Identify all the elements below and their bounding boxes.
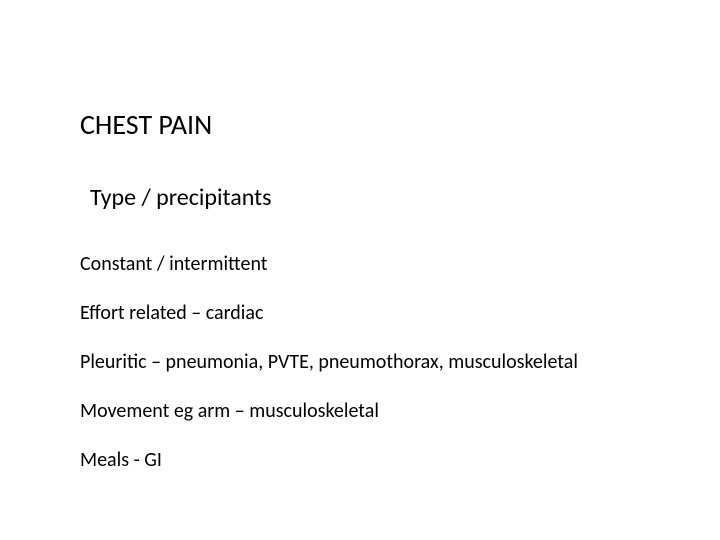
body-line: Meals - GI — [80, 448, 578, 472]
slide: CHEST PAIN Type / precipitants Constant … — [0, 0, 720, 540]
slide-subtitle: Type / precipitants — [90, 185, 272, 211]
body-line: Movement eg arm – musculoskeletal — [80, 399, 578, 423]
body-line: Effort related – cardiac — [80, 301, 578, 325]
slide-title: CHEST PAIN — [80, 110, 212, 141]
body-line: Pleuritic – pneumonia, PVTE, pneumothora… — [80, 350, 578, 374]
body-line: Constant / intermittent — [80, 252, 578, 276]
slide-body: Constant / intermittent Effort related –… — [80, 228, 578, 496]
